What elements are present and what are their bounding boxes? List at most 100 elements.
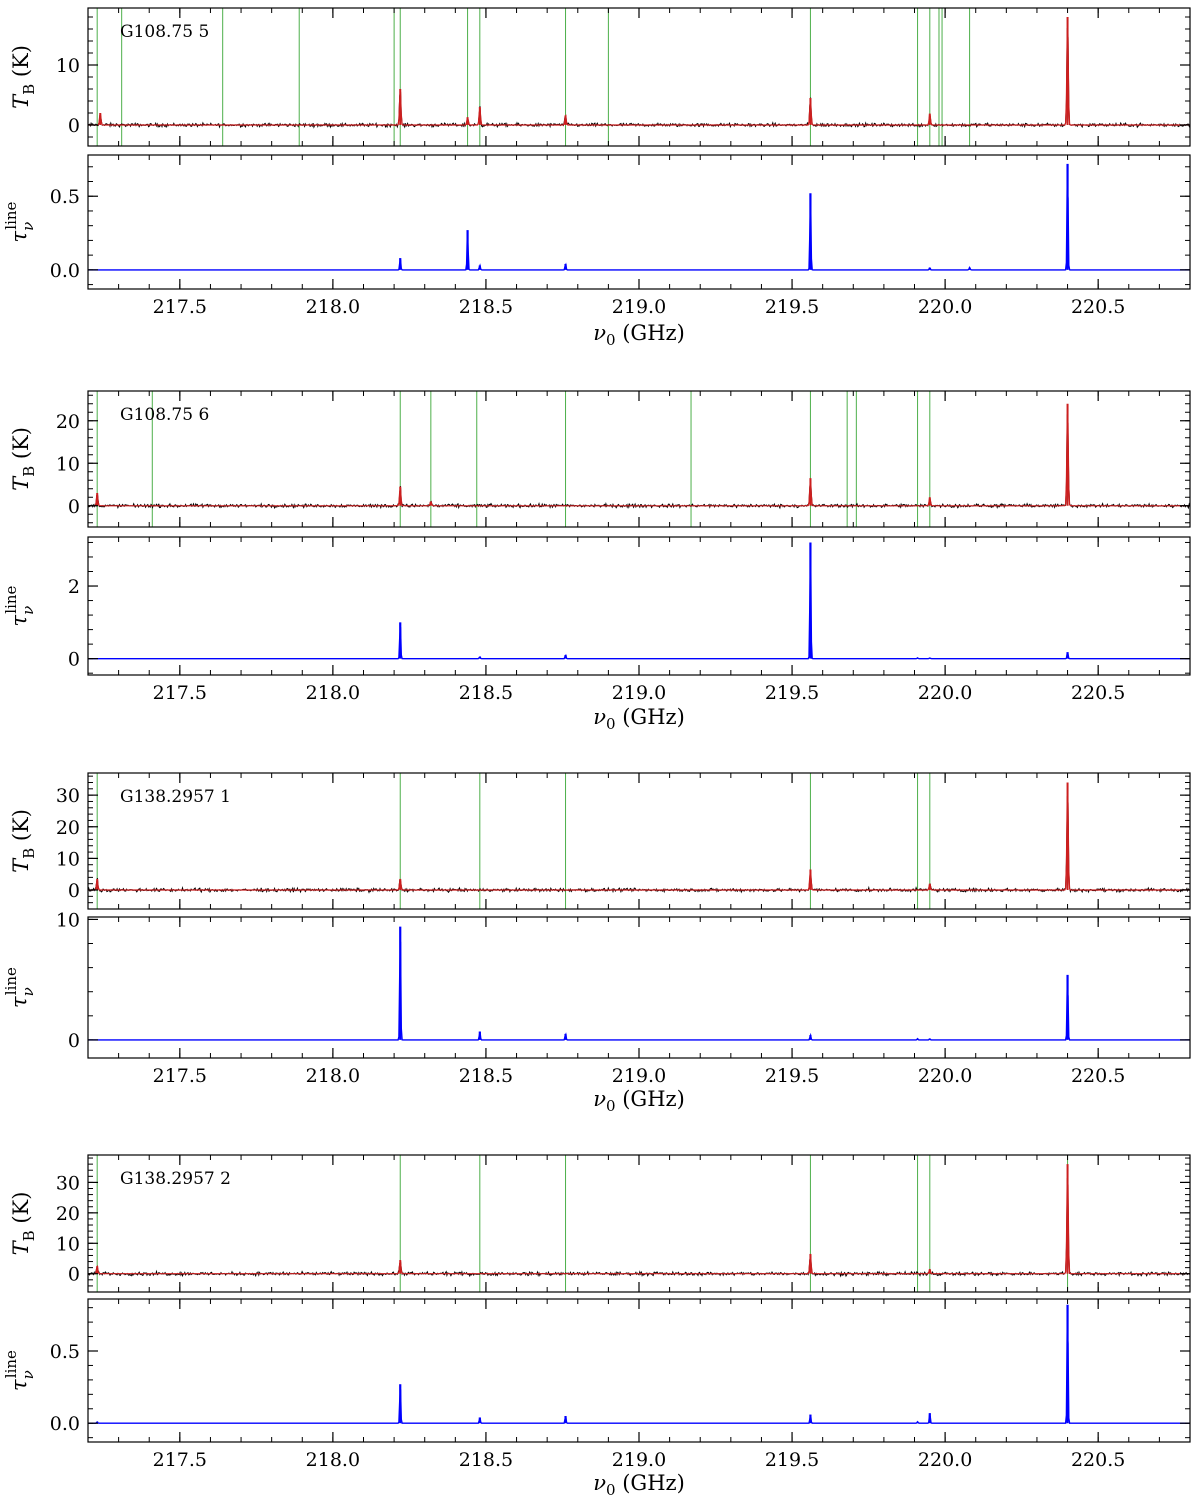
panel-label: G138.2957 1 [120, 787, 231, 807]
x-tick-label: 219.5 [765, 682, 819, 704]
tau-axis-label: τνline [2, 1350, 37, 1391]
tb-axis-label: TB (K) [9, 427, 38, 491]
tau-spectrum [88, 1331, 1190, 1424]
tau-subplot: 217.5 218.0 218.5 219.0 219.5 220.0 220.5 0 10 τν… [2, 909, 1191, 1115]
x-tick-label: 220.0 [918, 1449, 972, 1471]
x-tick-label: 219.0 [612, 682, 666, 704]
x-tick-label: 218.5 [459, 682, 513, 704]
x-tick-label: 217.5 [153, 296, 207, 318]
tb-plot-area [88, 1155, 1190, 1292]
axes-frame [87, 916, 1191, 1059]
observed-spectrum [88, 27, 1190, 129]
y-tick-label: 20 [56, 411, 80, 433]
tau-plot-area [88, 1304, 1190, 1424]
y-tick-label: 10 [56, 453, 80, 475]
x-tick-label: 220.0 [918, 682, 972, 704]
tau-spectrum [88, 187, 1190, 271]
chart-panel: 0 10 TB (K) G108.75 5 217.5 218.0 218.5 219.0 21… [2, 7, 1191, 349]
tau-spectrum [88, 941, 1190, 1041]
axes-frame [87, 536, 1191, 676]
x-tick-label: 217.5 [153, 1449, 207, 1471]
x-tick-label: 218.5 [459, 1065, 513, 1087]
x-axis-label: ν0 (GHz) [593, 1087, 685, 1115]
model-spectrum [88, 796, 1190, 891]
y-tick-label: 0 [68, 1030, 80, 1052]
tb-axis-label: TB (K) [9, 1192, 38, 1256]
tau-plot-area [88, 163, 1190, 271]
y-tick-label: 0 [68, 880, 80, 902]
panel-label: G108.75 5 [120, 22, 209, 42]
y-tick-label: 0 [68, 115, 80, 137]
x-tick-label: 219.0 [612, 296, 666, 318]
x-tick-label: 218.0 [306, 682, 360, 704]
x-tick-label: 218.5 [459, 1449, 513, 1471]
x-tick-label: 220.0 [918, 296, 972, 318]
x-tick-label: 220.5 [1071, 1065, 1125, 1087]
x-tick-label: 220.5 [1071, 682, 1125, 704]
panel-label: G138.2957 2 [120, 1169, 231, 1189]
tau-plot-area [88, 542, 1190, 660]
tb-subplot: 0 10 20 30 TB (K) G138.2957 2 [9, 1154, 1191, 1293]
x-tick-label: 220.5 [1071, 1449, 1125, 1471]
y-tick-label: 10 [56, 55, 80, 77]
y-tick-label: 0 [68, 1264, 80, 1286]
observed-spectrum [88, 800, 1190, 894]
model-spectrum [88, 30, 1190, 126]
x-tick-label: 217.5 [153, 682, 207, 704]
y-tick-label: 0.0 [50, 1413, 80, 1435]
x-tick-label: 218.0 [306, 1449, 360, 1471]
x-tick-label: 219.5 [765, 1065, 819, 1087]
x-axis-label: ν0 (GHz) [593, 321, 685, 349]
tb-subplot: 0 10 20 TB (K) G108.75 6 [9, 390, 1191, 528]
y-tick-label: 2 [68, 576, 80, 598]
tb-subplot: 0 10 TB (K) G108.75 5 [9, 7, 1191, 147]
y-tick-label: 30 [56, 1172, 80, 1194]
x-tick-label: 218.0 [306, 1065, 360, 1087]
observed-spectrum [88, 1189, 1190, 1278]
model-spectrum [88, 1177, 1190, 1275]
x-tick-label: 218.5 [459, 296, 513, 318]
y-tick-label: 0 [68, 649, 80, 671]
x-tick-label: 220.5 [1071, 296, 1125, 318]
model-spectrum [88, 416, 1190, 507]
y-tick-label: 20 [56, 817, 80, 839]
tb-axis-label: TB (K) [9, 45, 38, 109]
x-tick-label: 219.5 [765, 296, 819, 318]
x-axis-label: ν0 (GHz) [593, 705, 685, 733]
axes-frame [87, 1154, 1191, 1293]
y-tick-label: 0.5 [50, 186, 80, 208]
y-tick-label: 10 [56, 1233, 80, 1255]
tb-plot-area [88, 391, 1190, 527]
panel-label: G108.75 6 [120, 405, 209, 425]
x-axis-label: ν0 (GHz) [593, 1471, 685, 1499]
tau-axis-label: τνline [2, 967, 37, 1008]
tau-subplot: 217.5 218.0 218.5 219.0 219.5 220.0 220.5 0.0 0.… [2, 1298, 1191, 1499]
tb-subplot: 0 10 20 30 TB (K) G138.2957 1 [9, 772, 1191, 910]
tau-plot-area [88, 926, 1190, 1041]
y-tick-label: 0.5 [50, 1341, 80, 1363]
x-tick-label: 218.0 [306, 296, 360, 318]
y-tick-label: 30 [56, 785, 80, 807]
x-tick-label: 217.5 [153, 1065, 207, 1087]
tau-spectrum [88, 549, 1190, 660]
y-tick-label: 10 [56, 848, 80, 870]
tb-plot-area [88, 8, 1190, 146]
x-tick-label: 220.0 [918, 1065, 972, 1087]
axes-frame [87, 1298, 1191, 1443]
tau-subplot: 217.5 218.0 218.5 219.0 219.5 220.0 220.5 0 2 τνl… [2, 536, 1191, 733]
x-tick-label: 219.0 [612, 1449, 666, 1471]
tau-subplot: 217.5 218.0 218.5 219.0 219.5 220.0 220.5 0.0 0.… [2, 154, 1191, 349]
x-tick-label: 219.0 [612, 1065, 666, 1087]
tb-axis-label: TB (K) [9, 809, 38, 873]
y-tick-label: 10 [56, 909, 80, 931]
y-tick-label: 0 [68, 496, 80, 518]
tb-plot-area [88, 773, 1190, 909]
x-tick-label: 219.5 [765, 1449, 819, 1471]
y-tick-label: 20 [56, 1203, 80, 1225]
tau-axis-label: τνline [2, 585, 37, 626]
observed-spectrum [88, 414, 1190, 510]
